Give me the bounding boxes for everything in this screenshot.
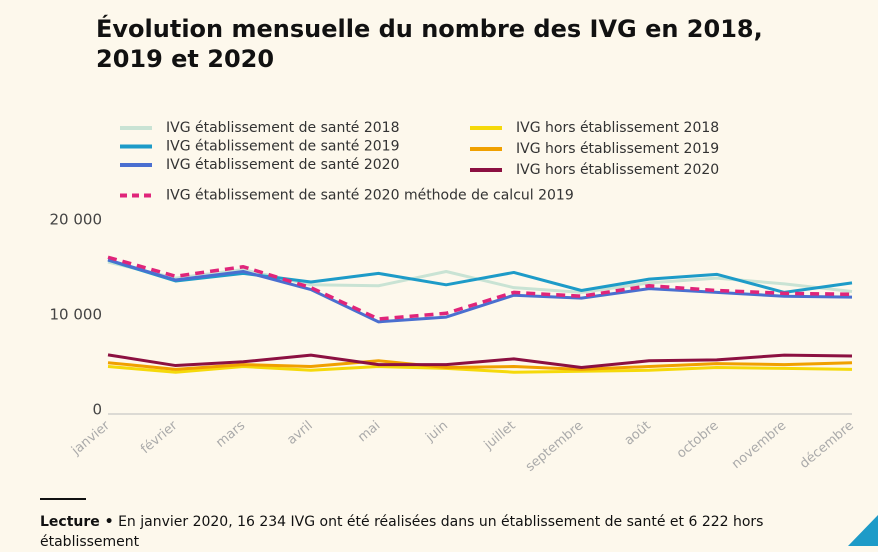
legend-label: IVG établissement de santé 2019 <box>166 139 400 155</box>
y-tick-label: 20 000 <box>50 211 103 229</box>
legend-label: IVG établissement de santé 2018 <box>166 120 400 136</box>
legend-label: IVG établissement de santé 2020 méthode … <box>166 188 574 204</box>
footnote-text: En janvier 2020, 16 234 IVG ont été réal… <box>40 514 764 550</box>
footnote-label: Lecture • <box>40 514 114 530</box>
x-tick-label: février <box>138 418 181 457</box>
x-tick-label: juin <box>422 418 451 445</box>
x-tick-label: juillet <box>481 418 519 453</box>
x-tick-label: avril <box>284 418 315 448</box>
y-tick-label: 10 000 <box>50 306 103 324</box>
x-tick-label: novembre <box>729 418 789 472</box>
series-line <box>107 255 853 321</box>
series-line <box>107 353 853 369</box>
series-line <box>107 258 853 294</box>
legend-label: IVG hors établissement 2020 <box>516 162 719 178</box>
series-line <box>107 258 853 324</box>
legend-label: IVG établissement de santé 2020 <box>166 157 400 173</box>
chart-title: Évolution mensuelle du nombre des IVG en… <box>96 15 763 73</box>
separator <box>40 498 86 500</box>
corner-decoration <box>848 515 878 546</box>
series-line <box>107 359 853 371</box>
x-tick-label: octobre <box>674 418 722 461</box>
footnote: Lecture • En janvier 2020, 16 234 IVG on… <box>40 512 840 552</box>
x-tick-label: mars <box>213 418 248 451</box>
legend-label: IVG hors établissement 2018 <box>516 120 719 136</box>
x-tick-label: décembre <box>797 418 857 472</box>
legend-label: IVG hors établissement 2019 <box>516 141 719 157</box>
x-tick-label: août <box>622 418 654 448</box>
x-tick-label: septembre <box>523 418 586 475</box>
series-line <box>107 365 853 374</box>
x-tick-label: janvier <box>68 418 113 459</box>
y-tick-label: 0 <box>92 401 102 419</box>
x-tick-label: mai <box>355 418 383 445</box>
